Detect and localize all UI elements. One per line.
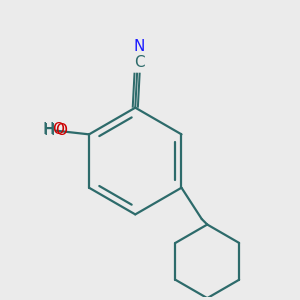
Text: H: H [43,122,54,137]
Text: C: C [134,55,144,70]
Text: N: N [133,39,145,54]
Text: H: H [44,123,55,138]
Text: O: O [56,123,68,138]
Text: O: O [52,122,64,137]
